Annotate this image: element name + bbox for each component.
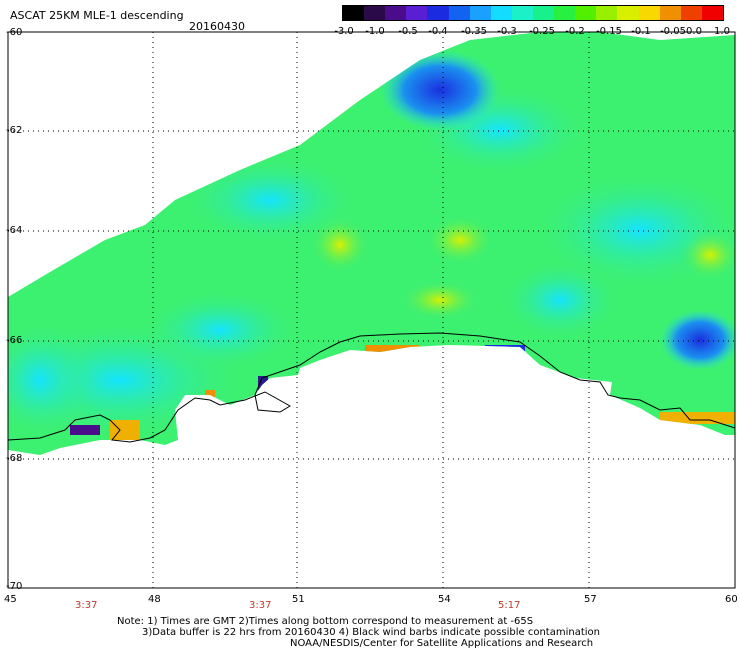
colorbar-label: -1.0 bbox=[365, 26, 385, 37]
note-line: 3)Data buffer is 22 hrs from 20160430 4)… bbox=[142, 627, 600, 638]
colorbar-swatch bbox=[617, 6, 639, 20]
colorbar-label: 0.0 bbox=[686, 26, 702, 37]
lon-label: 60 bbox=[725, 594, 738, 605]
lat-label: -66 bbox=[6, 335, 23, 346]
colorbar-label: -0.25 bbox=[529, 26, 555, 37]
colorbar-swatch bbox=[448, 6, 470, 20]
colorbar-label: -0.3 bbox=[497, 26, 517, 37]
colorbar-label: 1.0 bbox=[714, 26, 730, 37]
lat-label: -62 bbox=[6, 125, 23, 136]
lon-label: 54 bbox=[438, 594, 451, 605]
colorbar-label: -0.2 bbox=[565, 26, 585, 37]
lat-label: -68 bbox=[6, 453, 23, 464]
lon-label: 45 bbox=[4, 594, 17, 605]
antarctic-coastline bbox=[7, 332, 736, 443]
lat-label: -60 bbox=[6, 27, 23, 38]
colorbar-swatch bbox=[532, 6, 555, 20]
colorbar-swatch bbox=[638, 6, 660, 20]
time-label: 5:17 bbox=[498, 600, 521, 611]
time-label: 3:37 bbox=[249, 600, 272, 611]
colorbar-swatch bbox=[469, 6, 491, 20]
wind-swath bbox=[8, 32, 735, 455]
colorbar-swatch bbox=[364, 6, 386, 20]
colorbar-label: -0.05 bbox=[660, 26, 686, 37]
lon-label: 48 bbox=[148, 594, 161, 605]
colorbar-swatch bbox=[659, 6, 681, 20]
note-line: NOAA/NESDIS/Center for Satellite Applica… bbox=[290, 638, 594, 649]
colorbar-swatch bbox=[554, 6, 576, 20]
map-title: ASCAT 25KM MLE-1 descending bbox=[10, 9, 184, 22]
colorbar-label: -0.35 bbox=[461, 26, 487, 37]
colorbar bbox=[342, 5, 724, 21]
colorbar-swatch bbox=[511, 6, 533, 20]
colorbar-swatch bbox=[490, 6, 512, 20]
lat-label: -70 bbox=[6, 581, 23, 592]
colorbar-swatch bbox=[406, 6, 428, 20]
map-date: 20160430 bbox=[189, 20, 245, 33]
colorbar-swatch bbox=[680, 6, 702, 20]
colorbar-swatch bbox=[596, 6, 618, 20]
colorbar-swatch bbox=[701, 6, 723, 20]
colorbar-swatch bbox=[427, 6, 449, 20]
note-line: Note: 1) Times are GMT 2)Times along bot… bbox=[117, 616, 534, 627]
colorbar-labels: -3.0 -1.0 -0.5 -0.4 -0.35 -0.3 -0.25 -0.2 -0.15-… bbox=[330, 26, 740, 40]
colorbar-label: -0.5 bbox=[398, 26, 418, 37]
colorbar-label: -3.0 bbox=[334, 26, 354, 37]
colorbar-swatch bbox=[575, 6, 597, 20]
colorbar-swatch bbox=[343, 6, 365, 20]
colorbar-label: -0.4 bbox=[428, 26, 448, 37]
colorbar-label: -0.15 bbox=[596, 26, 622, 37]
lon-label: 51 bbox=[292, 594, 305, 605]
colorbar-swatch bbox=[385, 6, 407, 20]
time-label: 3:37 bbox=[75, 600, 98, 611]
colorbar-label: -0.1 bbox=[631, 26, 651, 37]
map-frame bbox=[7, 31, 736, 589]
lat-label: -64 bbox=[6, 225, 23, 236]
lon-label: 57 bbox=[584, 594, 597, 605]
